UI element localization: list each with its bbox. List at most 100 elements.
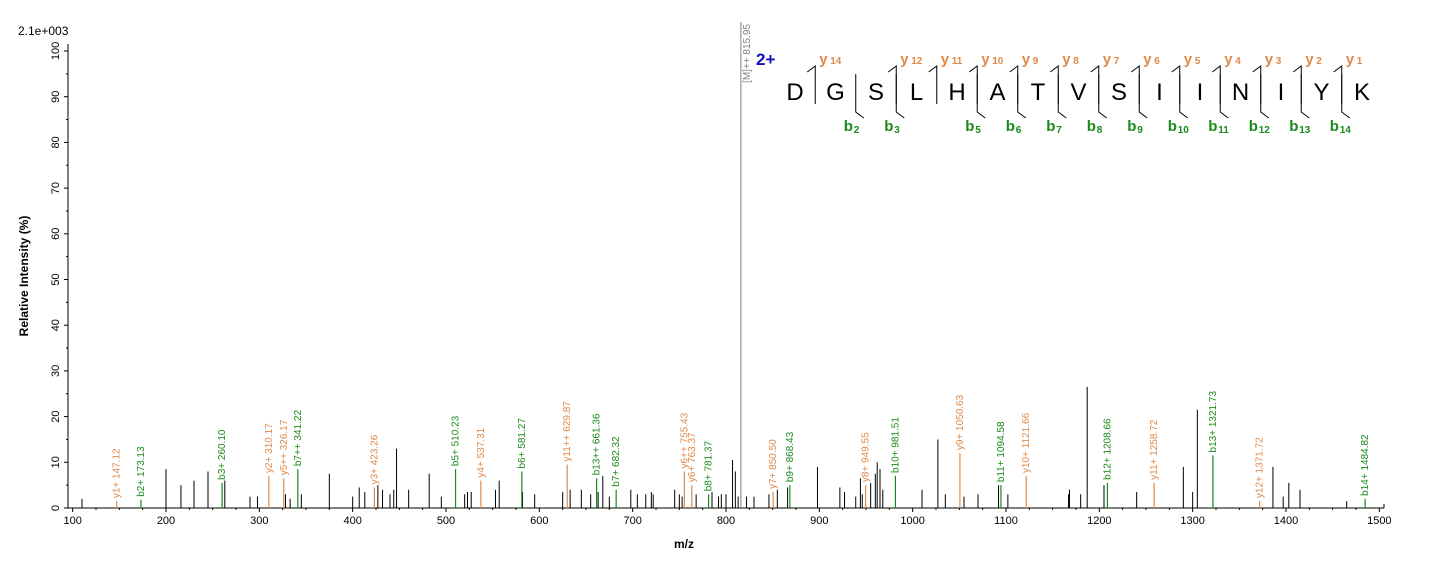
b-ion-bracket <box>895 74 905 119</box>
sequence-residue: I <box>1156 79 1163 106</box>
y-ion-label: y5++ 326.17 <box>279 419 290 475</box>
b-ion-marker: b <box>1168 118 1177 135</box>
b-ion-marker: b <box>1046 118 1055 135</box>
y-ion-bracket <box>928 65 938 104</box>
b-ion-marker: b <box>1087 118 1096 135</box>
y-ion-bracket <box>887 65 897 104</box>
x-tick-label: 300 <box>250 515 268 527</box>
y-ion-label: y11+ 1258.72 <box>1149 419 1160 480</box>
y-ion-label: y10+ 1121.66 <box>1021 412 1032 473</box>
x-tick-label: 1000 <box>900 515 924 527</box>
y-ion-index: 9 <box>1033 56 1039 67</box>
b-ion-label: b10+ 981.51 <box>890 417 901 473</box>
b-ion-bracket <box>1057 74 1067 119</box>
b-ion-bracket <box>1017 74 1027 119</box>
b-ion-bracket <box>1341 74 1351 119</box>
b-ion-marker: b <box>1330 118 1339 135</box>
y-ion-index: 12 <box>911 56 923 67</box>
y-tick-label: 100 <box>50 42 62 60</box>
b-ion-bracket <box>976 74 986 119</box>
b-ion-label: b5+ 510.23 <box>451 415 462 466</box>
x-tick-label: 1300 <box>1180 515 1204 527</box>
y-ion-bracket <box>1252 65 1262 104</box>
b-ion-index: 3 <box>894 125 900 136</box>
b-ion-label: b2+ 173.13 <box>136 446 147 497</box>
sequence-residue: S <box>1111 79 1127 106</box>
b-ion-label: b9+ 868.43 <box>785 431 796 482</box>
x-tick-label: 1100 <box>994 515 1018 527</box>
x-tick-label: 800 <box>717 515 735 527</box>
b-ion-index: 5 <box>975 125 981 136</box>
sequence-residue: T <box>1031 79 1046 106</box>
b-ion-marker: b <box>844 118 853 135</box>
b-ion-index: 7 <box>1056 125 1062 136</box>
b-ion-label: b13++ 661.36 <box>592 413 603 475</box>
charge-state: 2+ <box>756 50 775 69</box>
y-ion-label: y3+ 423.26 <box>369 434 380 484</box>
y-ion-label: y12+ 1371.72 <box>1255 437 1266 498</box>
y-ion-bracket <box>806 65 816 104</box>
sequence-residue: V <box>1070 79 1086 106</box>
b-ion-marker: b <box>965 118 974 135</box>
y-ion-index: 1 <box>1357 56 1363 67</box>
y-ion-index: 3 <box>1276 56 1282 67</box>
y-ion-marker: y <box>1224 51 1233 68</box>
x-tick-label: 1200 <box>1087 515 1111 527</box>
b-ion-bracket <box>1260 74 1270 119</box>
b-ion-marker: b <box>1208 118 1217 135</box>
y-ion-index: 14 <box>830 56 842 67</box>
b-ion-index: 14 <box>1340 125 1352 136</box>
y-ion-index: 11 <box>952 56 963 67</box>
x-tick-label: 600 <box>530 515 548 527</box>
y-ion-index: 4 <box>1235 56 1241 67</box>
y-ion-bracket <box>1292 65 1302 104</box>
b-ion-index: 10 <box>1178 125 1190 136</box>
y-ion-marker: y <box>941 51 950 68</box>
y-ion-marker: y <box>1184 51 1193 68</box>
y-ion-marker: y <box>981 51 990 68</box>
b-ion-label: b7+ 682.32 <box>611 436 622 487</box>
y-ion-marker: y <box>1305 51 1314 68</box>
sequence-residue: S <box>868 79 884 106</box>
x-tick-label: 200 <box>157 515 175 527</box>
y-tick-label: 90 <box>50 91 62 103</box>
y-ion-label: y6++ 755.43 <box>679 412 690 468</box>
b-ion-label: b7++ 341.22 <box>293 410 304 467</box>
b-ion-marker: b <box>1289 118 1298 135</box>
y-ion-marker: y <box>1143 51 1152 68</box>
y-axis-label: Relative Intensity (%) <box>17 216 31 337</box>
x-tick-label: 400 <box>343 515 361 527</box>
y-ion-bracket <box>1090 65 1100 104</box>
b-ion-marker: b <box>1249 118 1258 135</box>
x-tick-label: 700 <box>623 515 641 527</box>
precursor-label: [M]++ 815.95 <box>742 24 753 83</box>
sequence-residue: Y <box>1313 79 1329 106</box>
y-ion-marker: y <box>900 51 909 68</box>
y-ion-label: y1+ 147.12 <box>112 448 123 498</box>
b-ion-index: 13 <box>1299 125 1311 136</box>
x-tick-label: 100 <box>63 515 81 527</box>
b-ion-marker: b <box>884 118 893 135</box>
y-ion-label: y9+ 1050.63 <box>955 394 966 450</box>
y-tick-label: 0 <box>50 505 62 511</box>
sequence-residue: K <box>1354 79 1370 106</box>
x-tick-label: 1500 <box>1367 515 1391 527</box>
y-ion-marker: y <box>1103 51 1112 68</box>
y-ion-label: y8+ 949.55 <box>861 432 872 482</box>
b-ion-index: 8 <box>1097 125 1103 136</box>
b-ion-bracket <box>1138 74 1148 119</box>
y-ion-bracket <box>968 65 978 104</box>
y-ion-index: 5 <box>1195 56 1201 67</box>
sequence-residue: N <box>1232 79 1249 106</box>
x-tick-label: 900 <box>810 515 828 527</box>
b-ion-label: b11+ 1094.58 <box>996 421 1007 482</box>
b-ion-marker: b <box>1127 118 1136 135</box>
b-ion-marker: b <box>1006 118 1015 135</box>
x-tick-label: 500 <box>437 515 455 527</box>
b-ion-index: 9 <box>1137 125 1143 136</box>
y-ion-label: y6+ 763.37 <box>687 432 698 482</box>
b-ion-label: b12+ 1208.66 <box>1102 418 1113 480</box>
x-tick-label: 1400 <box>1274 515 1298 527</box>
y-ion-bracket <box>1049 65 1059 104</box>
sequence-residue: L <box>910 79 923 106</box>
